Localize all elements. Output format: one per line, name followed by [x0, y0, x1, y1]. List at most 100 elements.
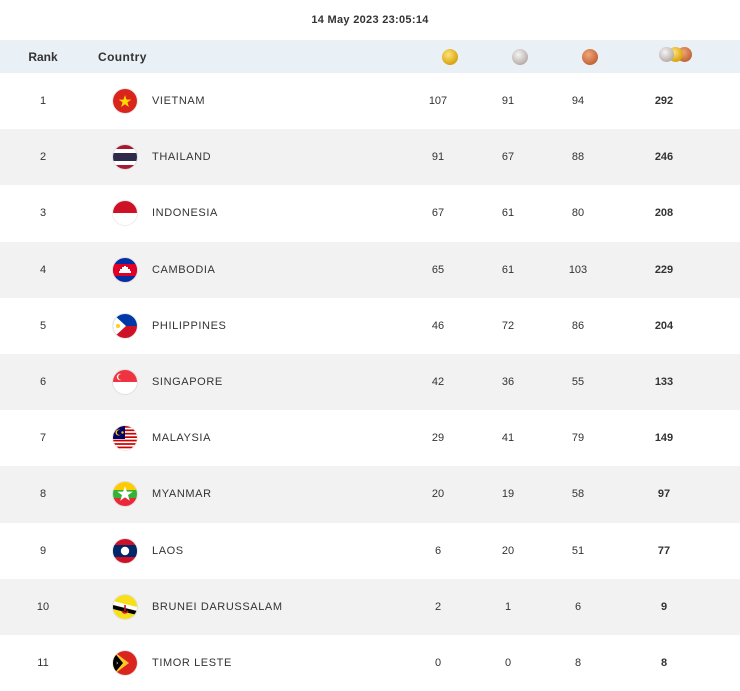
rank-cell: 7: [39, 432, 47, 445]
bronze-count: 8: [574, 656, 582, 669]
total-count: 204: [654, 319, 674, 332]
rank-cell: 10: [36, 600, 50, 613]
total-count: 77: [657, 544, 671, 557]
country-name: INDONESIA: [152, 207, 218, 220]
bronze-count: 94: [571, 95, 585, 108]
silver-count: 20: [501, 544, 515, 557]
medal-table: Rank Country 1 VIETNAM 107 91 94 292 2 THAILAND…: [0, 40, 740, 691]
total-column-header[interactable]: [652, 47, 700, 66]
total-count: 208: [654, 207, 674, 220]
rank-cell: 5: [39, 319, 47, 332]
gold-medal-icon: [442, 48, 458, 65]
gold-count: 65: [431, 263, 445, 276]
total-count: 8: [660, 656, 668, 669]
country-name: CAMBODIA: [152, 263, 216, 276]
total-count: 133: [654, 376, 674, 389]
table-row[interactable]: 2 THAILAND 91 67 88 246: [0, 129, 740, 186]
rank-cell: 8: [39, 488, 47, 501]
table-body: 1 VIETNAM 107 91 94 292 2 THAILAND 91 67 88 246 3 IND…: [0, 73, 740, 691]
total-medals-icon: [659, 47, 693, 63]
cambodia-flag-icon: [113, 257, 137, 282]
table-row[interactable]: 10 BRUNEI DARUSSALAM 2 1 6 9: [0, 578, 740, 635]
silver-medal-icon: [512, 48, 528, 65]
table-row[interactable]: 3 INDONESIA 67 61 80 208: [0, 185, 740, 241]
bronze-count: 80: [571, 207, 585, 220]
total-count: 149: [654, 432, 674, 445]
rank-cell: 9: [39, 544, 47, 557]
silver-count: 72: [501, 319, 515, 332]
gold-count: 46: [431, 319, 445, 332]
bronze-count: 51: [571, 544, 585, 557]
country-name: THAILAND: [152, 151, 212, 164]
silver-count: 1: [504, 600, 512, 613]
table-row[interactable]: 1 VIETNAM 107 91 94 292: [0, 73, 740, 129]
country-name: MALAYSIA: [152, 432, 212, 445]
silver-count: 19: [501, 488, 515, 501]
laos-flag-icon: [113, 538, 137, 563]
singapore-flag-icon: [113, 370, 137, 395]
total-count: 9: [660, 600, 668, 613]
country-name: PHILIPPINES: [152, 319, 227, 332]
bronze-count: 6: [574, 600, 582, 613]
gold-count: 2: [434, 600, 442, 613]
gold-count: 91: [431, 151, 445, 164]
table-header: Rank Country: [0, 40, 740, 73]
bronze-count: 58: [571, 488, 585, 501]
vietnam-flag-icon: [113, 89, 137, 114]
rank-cell: 6: [39, 376, 47, 389]
rank-cell: 2: [39, 151, 47, 164]
bronze-column-header[interactable]: [566, 48, 614, 65]
country-name: BRUNEI DARUSSALAM: [152, 600, 283, 613]
total-count: 246: [654, 151, 674, 164]
gold-count: 0: [434, 656, 442, 669]
malaysia-flag-icon: [113, 426, 137, 451]
country-name: SINGAPORE: [152, 376, 223, 389]
gold-count: 20: [431, 488, 445, 501]
gold-count: 42: [431, 376, 445, 389]
total-count: 97: [657, 488, 671, 501]
silver-count: 91: [501, 95, 515, 108]
timor-leste-flag-icon: [113, 650, 137, 675]
rank-cell: 1: [39, 95, 47, 108]
silver-count: 41: [501, 432, 515, 445]
total-count: 229: [654, 263, 674, 276]
silver-count: 61: [501, 263, 515, 276]
table-row[interactable]: 8 MYANMAR 20 19 58 97: [0, 466, 740, 523]
table-row[interactable]: 11 TIMOR LESTE 0 0 8 8: [0, 635, 740, 691]
bronze-count: 79: [571, 432, 585, 445]
gold-column-header[interactable]: [426, 48, 474, 65]
rank-cell: 3: [39, 207, 47, 220]
update-timestamp: 14 May 2023 23:05:14: [311, 14, 429, 26]
brunei-flag-icon: [113, 594, 137, 619]
table-row[interactable]: 5 PHILIPPINES 46 72 86 204: [0, 298, 740, 354]
bronze-count: 55: [571, 376, 585, 389]
silver-column-header[interactable]: [496, 48, 544, 65]
philippines-flag-icon: [113, 313, 137, 338]
rank-cell: 4: [39, 263, 47, 276]
country-name: LAOS: [152, 544, 184, 557]
total-count: 292: [654, 95, 674, 108]
bronze-count: 86: [571, 319, 585, 332]
country-name: TIMOR LESTE: [152, 656, 232, 669]
rank-cell: 11: [37, 656, 49, 669]
gold-count: 6: [434, 544, 442, 557]
myanmar-flag-icon: [113, 482, 137, 507]
silver-count: 61: [501, 207, 515, 220]
silver-count: 67: [501, 151, 515, 164]
bronze-count: 103: [568, 263, 588, 276]
silver-count: 36: [501, 376, 515, 389]
bronze-medal-icon: [582, 48, 598, 65]
gold-count: 29: [431, 432, 445, 445]
thailand-flag-icon: [113, 145, 137, 170]
bronze-count: 88: [571, 151, 585, 164]
table-row[interactable]: 9 LAOS 6 20 51 77: [0, 523, 740, 579]
gold-count: 107: [428, 95, 448, 108]
table-row[interactable]: 6 SINGAPORE 42 36 55 133: [0, 353, 740, 411]
country-column-header[interactable]: Country: [98, 49, 147, 64]
table-row[interactable]: 7 MALAYSIA 29 41 79 149: [0, 410, 740, 466]
rank-column-header[interactable]: Rank: [28, 49, 58, 64]
table-row[interactable]: 4 CAMBODIA 65 61 103 229: [0, 241, 740, 298]
silver-count: 0: [504, 656, 512, 669]
country-name: MYANMAR: [152, 488, 212, 501]
country-name: VIETNAM: [152, 95, 206, 108]
